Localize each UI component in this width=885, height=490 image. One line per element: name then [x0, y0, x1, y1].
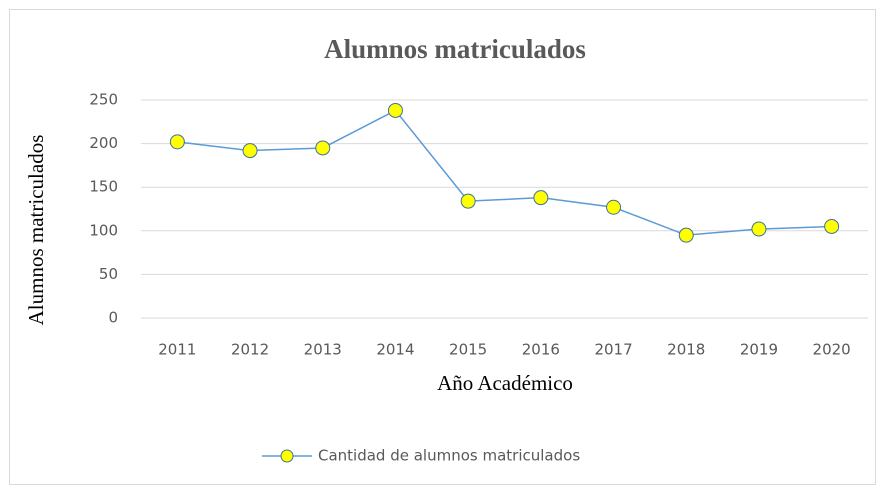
data-point: [533, 190, 549, 206]
y-tick-label: 200: [89, 134, 118, 152]
x-tick-label: 2015: [449, 341, 487, 359]
data-point: [169, 134, 185, 150]
data-point: [460, 193, 476, 209]
x-tick-label: 2013: [304, 341, 342, 359]
x-tick-label: 2018: [667, 341, 705, 359]
y-tick-label: 150: [89, 178, 118, 196]
chart-border: [9, 9, 876, 485]
y-tick-label: 100: [89, 221, 118, 239]
x-tick-label: 2017: [594, 341, 632, 359]
data-point: [824, 218, 840, 234]
data-point: [751, 221, 767, 237]
x-tick-label: 2014: [376, 341, 414, 359]
legend-marker: [280, 449, 294, 463]
x-tick-label: 2016: [522, 341, 560, 359]
x-tick-label: 2019: [740, 341, 778, 359]
series-line: [177, 109, 832, 236]
chart-title: Alumnos matriculados: [324, 34, 586, 64]
x-axis-label: Año Académico: [437, 371, 573, 395]
y-tick-label: 0: [108, 309, 118, 327]
y-axis-label: Alumnos matriculados: [24, 135, 48, 326]
legend-label: Cantidad de alumnos matriculados: [318, 447, 580, 465]
x-tick-label: 2020: [813, 341, 851, 359]
data-point: [387, 102, 403, 118]
y-tick-label: 50: [99, 265, 118, 283]
data-point: [678, 227, 694, 243]
y-tick-label: 250: [89, 91, 118, 109]
data-point: [315, 140, 331, 156]
data-point: [242, 143, 258, 159]
x-tick-label: 2011: [158, 341, 196, 359]
data-point: [606, 199, 622, 215]
x-tick-label: 2012: [231, 341, 269, 359]
